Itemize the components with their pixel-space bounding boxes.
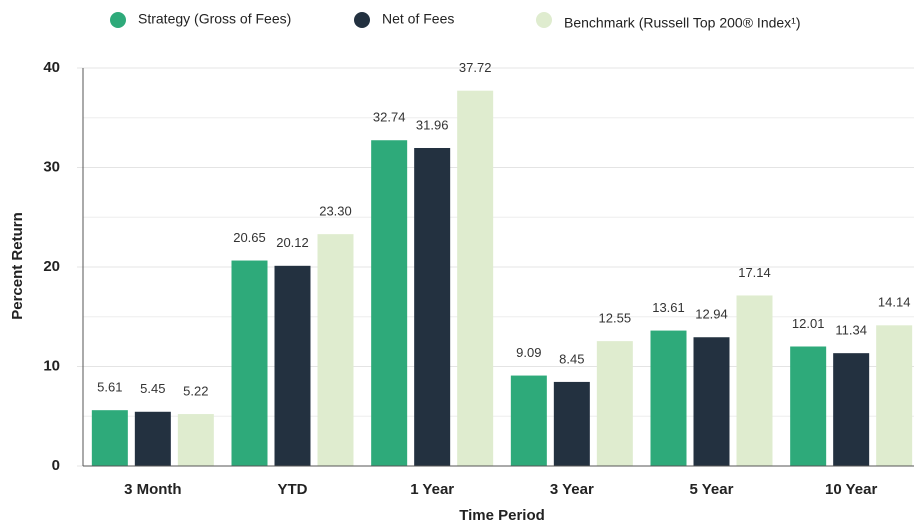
value-label: 5.61 [97,380,122,395]
bar [134,411,171,466]
value-label: 20.12 [276,235,309,250]
x-tick-label: 3 Year [550,481,594,498]
y-tick-label: 0 [52,457,60,474]
value-label: 9.09 [516,345,541,360]
bar [876,325,913,466]
value-label: 8.45 [559,351,584,366]
bar [510,375,547,466]
bar [596,341,633,466]
bar [457,90,494,466]
value-label: 5.22 [183,383,208,398]
x-axis-label: Time Period [459,507,545,524]
value-label: 23.30 [319,204,352,219]
value-label: 11.34 [835,323,867,338]
value-label: 20.65 [233,230,266,245]
y-tick-label: 20 [43,258,60,275]
bar [736,295,773,466]
bar [553,381,590,466]
x-tick-label: 1 Year [410,481,454,498]
x-tick-label: 3 Month [124,481,182,498]
value-label: 14.14 [878,295,911,310]
y-axis-label: Percent Return [9,212,26,320]
bar [414,147,451,467]
bar [317,234,354,466]
bar [231,260,268,466]
bar [790,346,827,466]
legend-label: Strategy (Gross of Fees) [138,11,291,27]
bar [177,414,214,466]
value-label: 32.74 [373,110,406,125]
legend-swatch [536,12,552,28]
value-label: 5.45 [140,381,165,396]
legend-swatch [354,12,370,28]
value-label: 12.01 [792,316,825,331]
legend-swatch [110,12,126,28]
bar [693,337,730,466]
value-label: 12.55 [599,311,632,326]
value-label: 17.14 [738,265,771,280]
legend-label: Benchmark (Russell Top 200® Index¹) [564,15,801,31]
x-tick-label: YTD [278,481,308,498]
bar [650,330,687,466]
y-tick-label: 30 [43,158,60,175]
bar [91,410,128,466]
bar [833,353,870,466]
value-label: 13.61 [652,300,685,315]
y-tick-label: 40 [43,59,60,76]
legend-label: Net of Fees [382,11,454,27]
bar [274,265,311,466]
x-tick-label: 5 Year [690,481,734,498]
y-tick-label: 10 [43,357,60,374]
bar [371,140,408,466]
value-label: 31.96 [416,117,449,132]
value-label: 37.72 [459,60,492,75]
x-tick-label: 10 Year [825,481,877,498]
value-label: 12.94 [695,307,728,322]
